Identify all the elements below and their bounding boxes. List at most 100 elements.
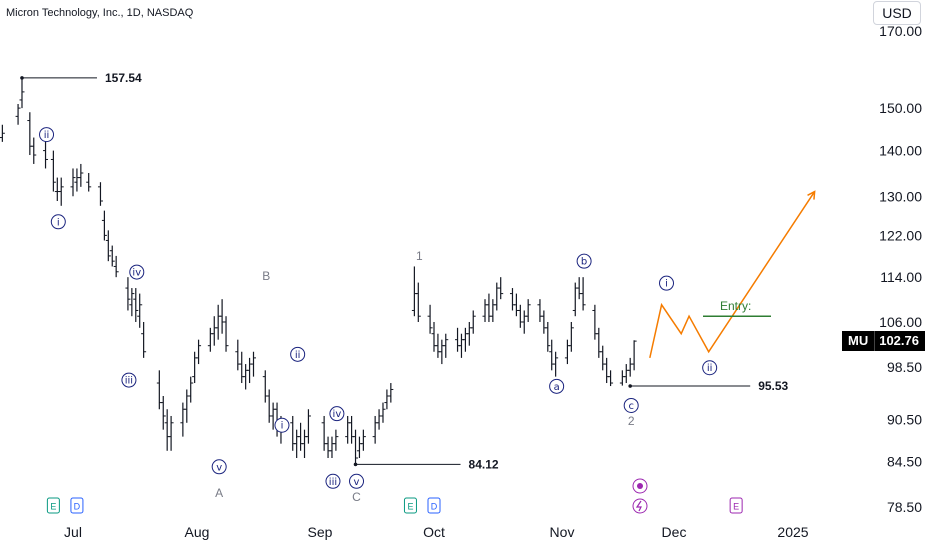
ohlc-bar bbox=[608, 370, 614, 387]
y-tick-label: 98.50 bbox=[887, 359, 922, 375]
wave-label: i bbox=[274, 417, 290, 433]
ohlc-bar bbox=[443, 333, 449, 358]
event-marker: E bbox=[46, 497, 60, 514]
wave-label-circle bbox=[702, 360, 718, 376]
wave-label-circle bbox=[290, 346, 306, 362]
ohlc-bar bbox=[188, 376, 194, 403]
wave-label-text: iv bbox=[333, 409, 342, 420]
ohlc-bar bbox=[353, 429, 359, 465]
wave-label-text: ii bbox=[295, 350, 301, 361]
event-marker-text: E bbox=[733, 502, 739, 512]
ohlc-bar bbox=[466, 321, 472, 346]
ohlc-bar bbox=[164, 409, 170, 451]
ohlc-bar bbox=[215, 304, 221, 340]
wave-label-text: a bbox=[554, 382, 560, 393]
ohlc-bar bbox=[74, 168, 80, 192]
ohlc-bar bbox=[537, 299, 543, 322]
ohlc-bar bbox=[70, 168, 76, 197]
ohlc-bar bbox=[129, 288, 135, 317]
ohlc-bar bbox=[431, 321, 437, 352]
ohlc-bar bbox=[262, 370, 268, 403]
event-marker-box bbox=[46, 497, 60, 514]
ohlc-bar bbox=[321, 415, 327, 451]
wave-label: i bbox=[50, 214, 66, 230]
wave-label-text: v bbox=[354, 477, 360, 488]
ticker-symbol: MU bbox=[842, 331, 875, 351]
ohlc-bar bbox=[458, 333, 464, 358]
wave-label-circle bbox=[549, 378, 565, 394]
wave-label-circle bbox=[121, 372, 137, 388]
ohlc-bar bbox=[266, 389, 272, 423]
y-tick-label: 84.50 bbox=[887, 454, 922, 470]
ohlc-bar bbox=[360, 429, 366, 451]
ohlc-bar bbox=[525, 299, 531, 322]
ohlc-bar bbox=[180, 402, 186, 437]
ohlc-bar bbox=[54, 177, 60, 202]
wave-label: v bbox=[349, 473, 365, 489]
y-tick-label: 140.00 bbox=[879, 143, 922, 159]
wave-label: iv bbox=[129, 264, 145, 280]
dividend-icon-dot bbox=[637, 483, 643, 489]
ohlc-bar bbox=[247, 357, 253, 384]
wave-label: ii bbox=[290, 346, 306, 362]
ohlc-bar bbox=[596, 327, 602, 358]
wave-label: iii bbox=[325, 473, 341, 489]
wave-label-circle bbox=[274, 417, 290, 433]
ohlc-bar bbox=[349, 415, 355, 444]
ohlc-bar bbox=[627, 357, 633, 377]
event-marker-text: D bbox=[74, 502, 81, 512]
ohlc-bar bbox=[553, 351, 559, 377]
wave-label: ii bbox=[702, 360, 718, 376]
y-tick-label: 90.50 bbox=[887, 411, 922, 427]
ohlc-bar bbox=[376, 409, 382, 430]
last-price-tag: MU 102.76 bbox=[842, 331, 925, 351]
wave-label-circle bbox=[211, 459, 227, 475]
ohlc-bar bbox=[513, 293, 519, 317]
price-level-label: 84.12 bbox=[469, 457, 499, 471]
ohlc-bar bbox=[302, 429, 308, 458]
ohlc-bar bbox=[15, 104, 21, 125]
ohlc-bar bbox=[517, 304, 523, 328]
time-axis: Jul Aug Sep Oct Nov Dec 2025 bbox=[64, 524, 809, 540]
ohlc-bar bbox=[411, 266, 417, 317]
ohlc-bar bbox=[541, 310, 547, 334]
x-tick-label: Nov bbox=[550, 524, 575, 540]
ohlc-bar bbox=[494, 282, 500, 311]
ohlc-bar bbox=[113, 255, 119, 278]
ohlc-bar bbox=[305, 409, 311, 444]
ohlc-bar bbox=[184, 389, 190, 423]
wave-label-circle bbox=[623, 397, 639, 413]
ohlc-bar bbox=[133, 288, 139, 322]
ohlc-bar bbox=[219, 299, 225, 334]
event-marker-text: D bbox=[431, 502, 438, 512]
ohlc-bar bbox=[101, 210, 107, 241]
ohlc-bar bbox=[631, 340, 637, 371]
ohlc-bar bbox=[0, 124, 5, 142]
wave-label-text: iii bbox=[125, 376, 133, 387]
wave-label-text: ii bbox=[44, 130, 50, 141]
wave-label-circle bbox=[39, 127, 55, 143]
ohlc-bar bbox=[290, 415, 296, 451]
y-tick-label: 106.00 bbox=[879, 314, 922, 330]
ohlc-bar bbox=[125, 277, 131, 311]
price-level-label: 157.54 bbox=[105, 71, 142, 85]
ohlc-bar bbox=[372, 415, 378, 444]
event-marker: D bbox=[70, 497, 84, 514]
ohlc-bar bbox=[521, 310, 527, 334]
ohlc-bar bbox=[211, 316, 217, 346]
ohlc-bar bbox=[329, 436, 335, 458]
event-marker: E bbox=[729, 497, 743, 514]
wave-label-circle bbox=[129, 264, 145, 280]
ohlc-bar bbox=[207, 327, 213, 352]
projection-arrowhead bbox=[807, 190, 816, 200]
x-tick-label: Jul bbox=[64, 524, 82, 540]
y-tick-label: 78.50 bbox=[887, 499, 922, 515]
ohlc-bar bbox=[427, 304, 433, 334]
wave-label-text: iv bbox=[132, 268, 141, 279]
wave-label-text: c bbox=[628, 401, 634, 412]
y-tick-label: 114.00 bbox=[880, 269, 922, 285]
ohlc-bar bbox=[137, 293, 143, 328]
currency-selector[interactable]: USD bbox=[873, 1, 921, 25]
